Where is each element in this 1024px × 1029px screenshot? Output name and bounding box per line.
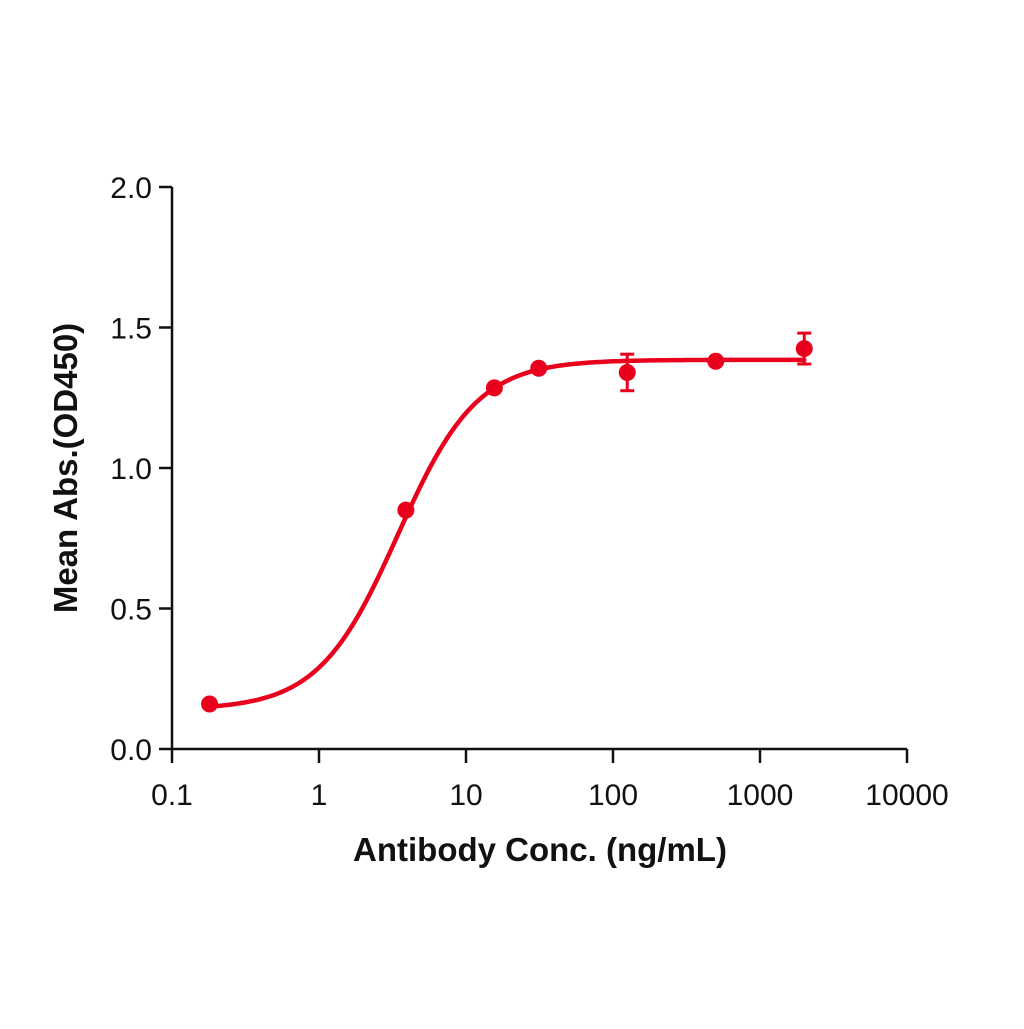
data-point [530, 359, 548, 377]
x-tick-label: 1000 [727, 779, 794, 812]
y-tick-label: 0.5 [110, 594, 152, 627]
x-axis-title: Antibody Conc. (ng/mL) [353, 831, 727, 868]
data-series [201, 331, 813, 713]
x-tick-label: 1 [311, 779, 328, 812]
data-point [485, 379, 503, 397]
data-point [618, 363, 636, 381]
x-tick-label: 10000 [865, 779, 948, 812]
x-tick-label: 100 [588, 779, 638, 812]
plot-series [201, 331, 813, 713]
y-axis-title: Mean Abs.(OD450) [47, 323, 84, 613]
y-tick-label: 0.0 [110, 734, 152, 767]
y-tick-label: 2.0 [110, 172, 152, 205]
x-tick-label: 10 [449, 779, 482, 812]
data-point [707, 352, 725, 370]
x-axis: 0.1 1 10 100 1000 10000 [151, 747, 949, 812]
fit-curve [207, 357, 807, 709]
x-tick-label: 0.1 [151, 779, 193, 812]
y-tick-label: 1.5 [110, 313, 152, 346]
y-axis: 0.0 0.5 1.0 1.5 2.0 [110, 172, 174, 767]
y-tick-label: 1.0 [110, 453, 152, 486]
data-point [795, 340, 813, 358]
data-point [397, 501, 415, 519]
data-point [201, 695, 219, 713]
